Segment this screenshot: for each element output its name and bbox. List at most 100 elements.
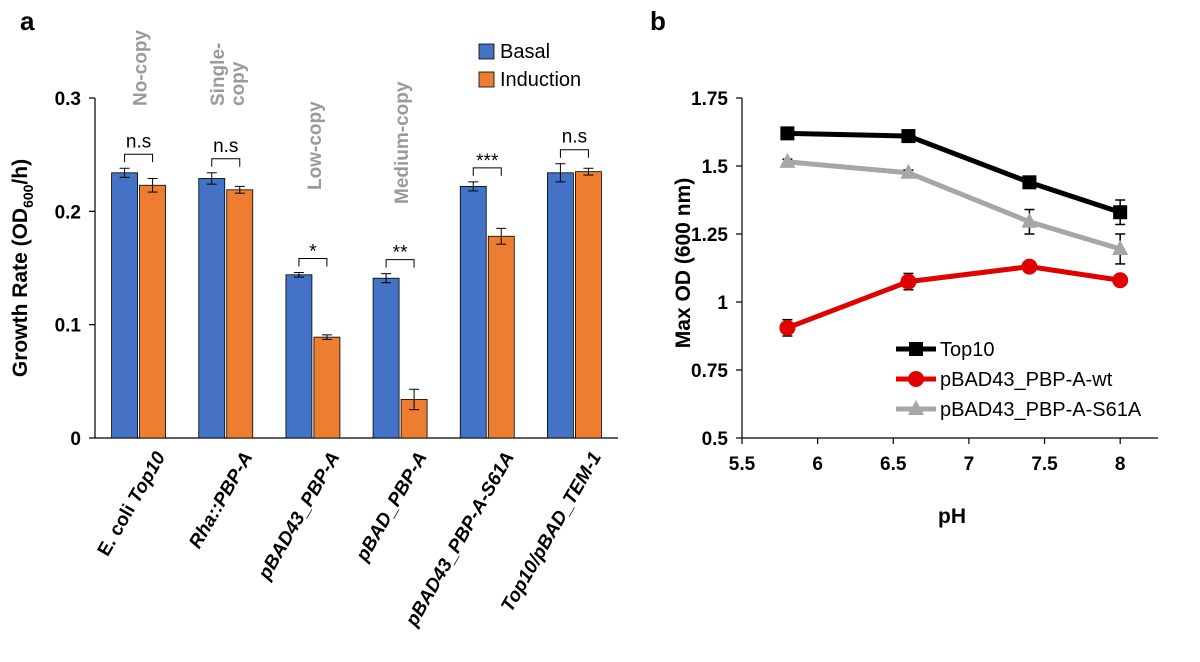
panel-b-y-tick-label: 0.75 (691, 361, 728, 382)
panel-b-y-tick-label: 1.5 (702, 157, 729, 178)
category-label-part: Top10 (122, 448, 171, 511)
legend-label-pBAD43_PBP-A-S61A: pBAD43_PBP-A-S61A (940, 399, 1142, 421)
legend-label-induction: Induction (500, 69, 581, 91)
panel-b-y-tick-label: 1.25 (691, 225, 728, 246)
panel-b-x-tick-label: 6.5 (880, 454, 907, 475)
category-label-part: Top10/pBAD_TEM-1 (497, 448, 606, 615)
bar-induction (575, 171, 602, 439)
panel-a-y-tick-label: 0.3 (55, 89, 81, 110)
panel-a-y-title-text: /h) (9, 159, 32, 185)
category-label: pBAD43_PBP-A (254, 448, 344, 584)
copy-number-line: Single- (208, 43, 229, 106)
panel-b-x-tick-label: 7 (964, 454, 975, 475)
panel-b-y-tick-label: 0.5 (702, 429, 729, 450)
copy-number-line: Medium-copy (392, 81, 413, 204)
panel-b-y-axis-title: Max OD (600 nm) (672, 178, 695, 348)
data-point (1021, 212, 1038, 228)
panel-b-x-tick-label: 5.5 (729, 454, 756, 475)
data-point (1113, 205, 1128, 220)
significance-bracket (385, 259, 415, 268)
significance-bracket (124, 153, 154, 163)
significance-bracket (472, 167, 502, 176)
copy-number-line: No-copy (131, 30, 152, 106)
legend-label-pBAD43_PBP-A-wt: pBAD43_PBP-A-wt (940, 369, 1113, 391)
legend-swatch-basal (478, 43, 495, 60)
copy-number-line: Low-copy (305, 101, 326, 190)
category-label: pBAD_PBP-A (352, 448, 432, 565)
panel-b-x-tick-label: 8 (1115, 454, 1126, 475)
copy-number-annotation: No-copy (131, 30, 152, 106)
data-point (1112, 272, 1129, 289)
bar-basal (111, 172, 138, 439)
significance-label: n.s (126, 131, 151, 152)
data-point (901, 129, 916, 144)
significance-bracket (211, 158, 241, 167)
copy-number-annotation: Single-copy (208, 43, 249, 106)
significance-bracket (559, 149, 589, 158)
panel-b-x-tick-label: 6 (812, 454, 823, 475)
legend-marker-Top10 (909, 342, 923, 356)
data-point (900, 163, 917, 179)
bar-induction (226, 189, 254, 439)
category-label-part: pBAD43_PBP-A (254, 448, 344, 584)
legend-marker-pBAD43_PBP-A-S61A (908, 400, 924, 415)
copy-number-annotation: Medium-copy (392, 81, 413, 204)
panel-b-series (779, 126, 1129, 337)
panel-b-legend: Top10 pBAD43_PBP-A-wt pBAD43_PBP-A-S61A (896, 339, 1142, 421)
panel-a-bars (111, 163, 602, 439)
series-line (786, 264, 1121, 331)
panel-a-y-title-subscript: 600 (20, 184, 36, 208)
panel-a-y-axis: 0 0.1 0.2 0.3 (55, 89, 618, 450)
panel-b-x-tick-label: 7.5 (1031, 454, 1058, 475)
panel-a-annotations: n.s n.s* *****n.sNo-copy Single-copyLow-cop… (124, 30, 589, 268)
data-point (780, 126, 795, 141)
category-label: Rha::PBP-A (185, 448, 257, 552)
significance-bracket (298, 258, 328, 267)
bar-basal (198, 178, 226, 439)
legend-label-basal: Basal (500, 41, 550, 63)
panel-b-axes: 0.5 0.75 1 1.25 1.5 1.75 5.5 6 6.5 7 7.5 8 (691, 89, 1158, 475)
data-point (1022, 175, 1037, 190)
data-point (779, 152, 796, 168)
legend-marker-pBAD43_PBP-A-wt (908, 371, 924, 387)
series-pBAD43_PBP-A-S61A (779, 152, 1129, 265)
significance-label: n.s (562, 127, 587, 148)
series-pBAD43_PBP-A-wt (779, 258, 1129, 337)
significance-label: ** (393, 243, 408, 264)
legend-swatch-induction (478, 71, 495, 88)
panel-b-line-chart: b 0.5 0.75 1 1.25 1.5 1.75 5.5 6 6.5 7 7.5 8 Max OD… (650, 6, 1158, 528)
category-label-part: E. coli (94, 501, 140, 560)
panel-a-y-axis-title: Growth Rate (OD600/h) (9, 159, 36, 377)
copy-number-line: copy (228, 61, 249, 106)
data-point (1021, 258, 1038, 275)
panel-a-y-tick-label: 0 (70, 429, 81, 450)
bar-basal (459, 185, 487, 439)
panel-a-y-tick-label: 0.2 (55, 202, 81, 223)
bar-basal (372, 277, 400, 439)
series-Top10 (780, 126, 1128, 226)
significance-label: *** (476, 151, 499, 172)
bar-basal (285, 274, 313, 439)
significance-label: n.s (213, 136, 238, 157)
panel-a-y-tick-label: 0.1 (55, 316, 82, 337)
category-label-part: pBAD_PBP-A (352, 448, 432, 565)
panel-a-bar-chart: a 0 0.1 0.2 0.3 Growth Rate (OD600/h) n.s n.… (9, 6, 618, 631)
copy-number-annotation: Low-copy (305, 101, 326, 190)
series-line (787, 130, 1121, 215)
series-line (787, 159, 1121, 252)
bar-induction (313, 336, 341, 439)
panel-b-label: b (650, 6, 666, 36)
panel-b-y-tick-label: 1.75 (691, 89, 728, 110)
bar-induction (487, 235, 515, 439)
legend-label-Top10: Top10 (940, 339, 995, 361)
data-point (900, 273, 917, 290)
category-label: Top10/pBAD_TEM-1 (497, 448, 606, 615)
significance-label: * (309, 242, 317, 263)
panel-a-y-title-text: Growth Rate (OD (9, 208, 32, 377)
panel-b-x-axis-title: pH (938, 505, 966, 528)
category-label: E. coli Top10 (94, 448, 171, 560)
data-point (1112, 239, 1129, 255)
bar-basal (547, 172, 574, 439)
